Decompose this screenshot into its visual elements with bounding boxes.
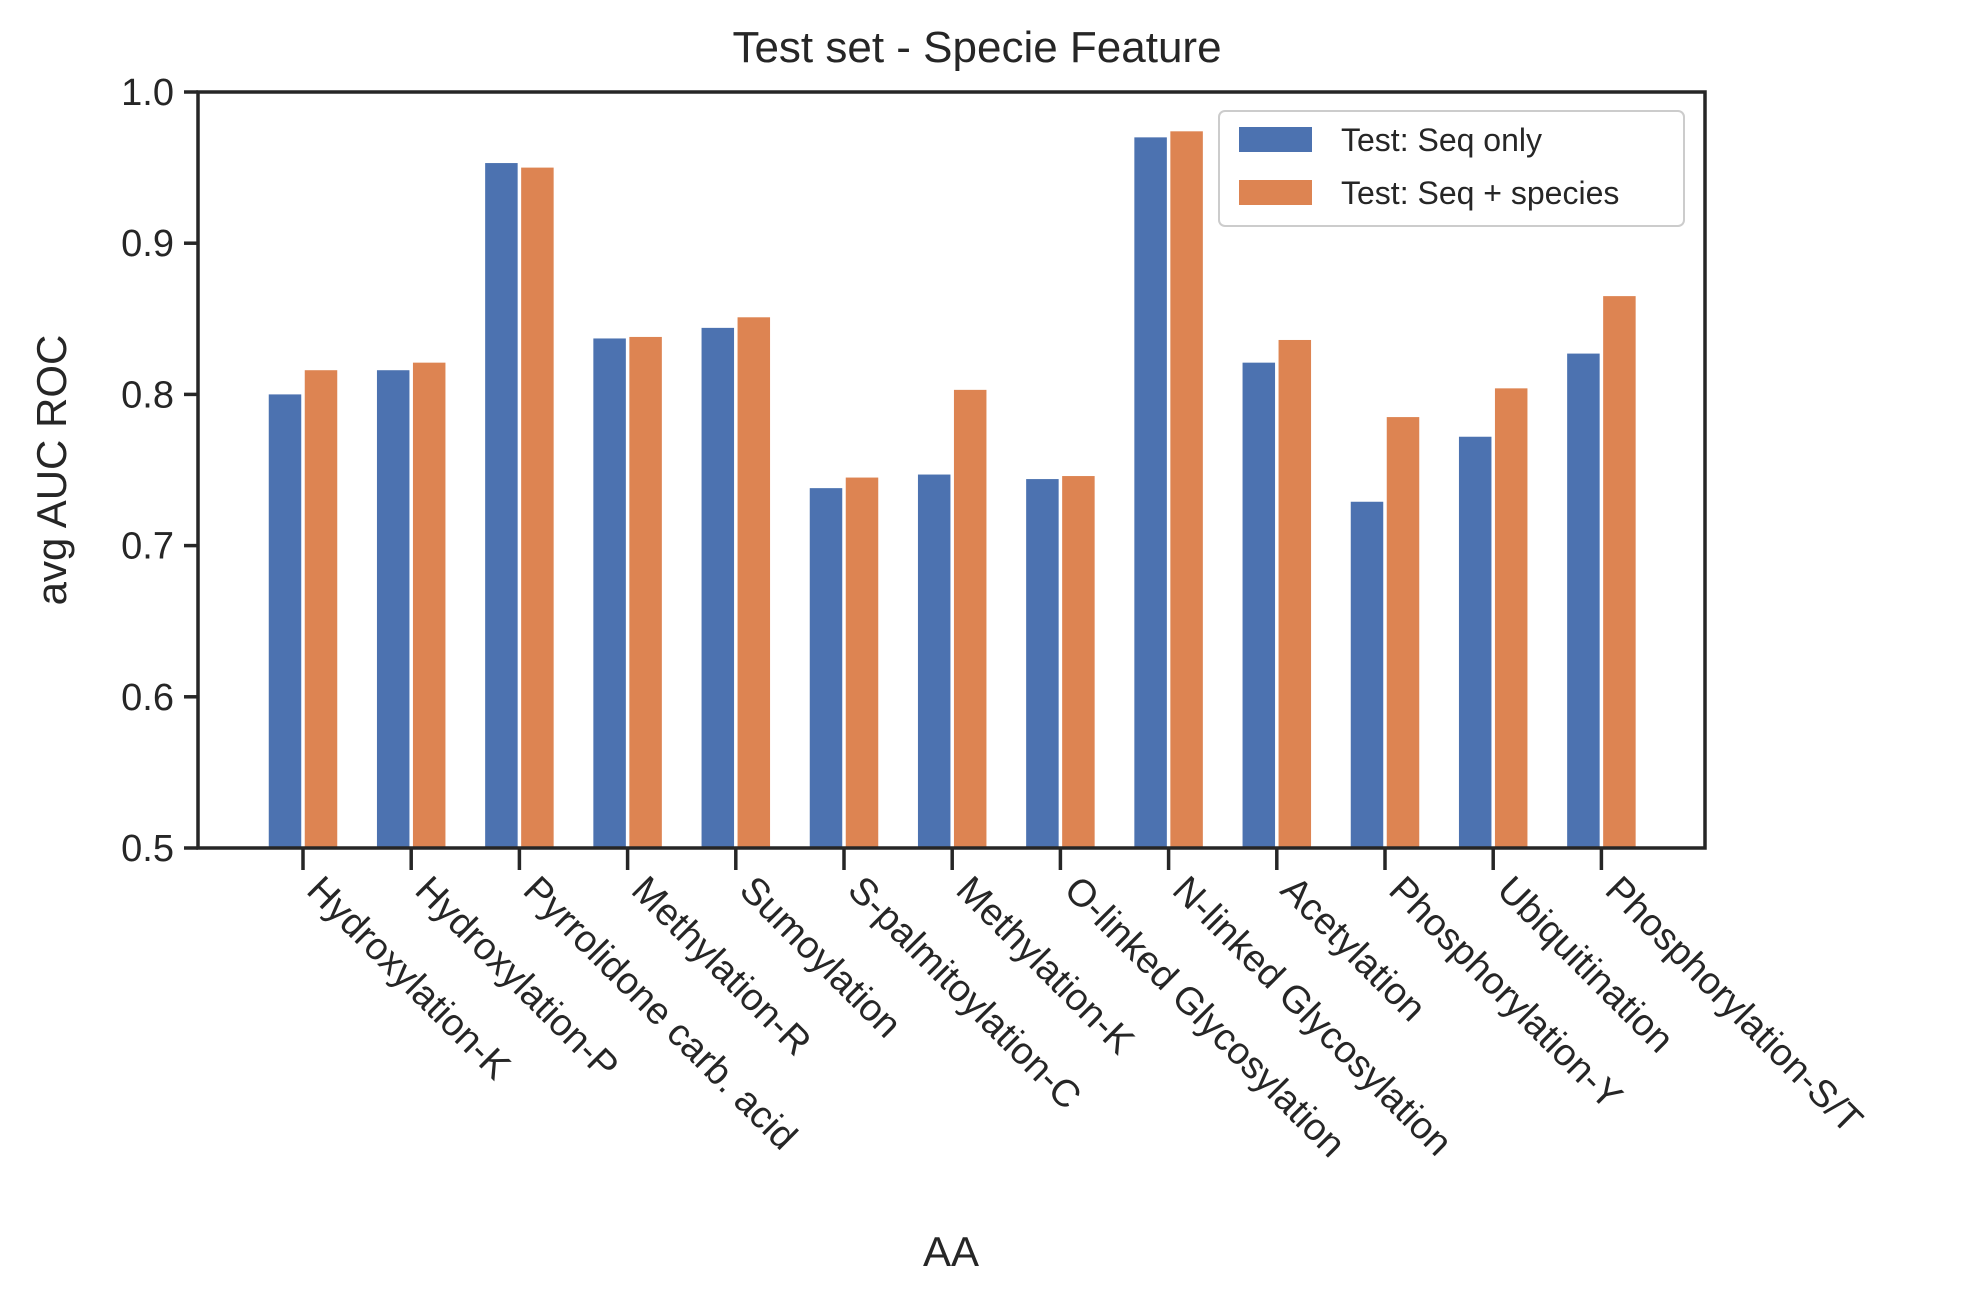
y-axis-title: avg AUC ROC xyxy=(28,335,75,606)
bar-series-1-9 xyxy=(1134,137,1167,849)
bar-series-2-4 xyxy=(629,336,662,848)
bar-series-1-12 xyxy=(1458,436,1492,848)
bar-series-1-11 xyxy=(1350,501,1384,848)
y-tick-label: 0.7 xyxy=(121,526,174,568)
legend-swatch-2 xyxy=(1239,180,1312,205)
bar-series-1-6 xyxy=(809,488,843,848)
plot-area xyxy=(268,131,1636,849)
bar-series-2-9 xyxy=(1170,131,1203,848)
bar-series-1-4 xyxy=(593,338,626,848)
legend-label-2: Test: Seq + species xyxy=(1341,175,1619,211)
bar-series-1-2 xyxy=(376,370,410,848)
bar-series-1-7 xyxy=(917,474,951,848)
bar-series-2-11 xyxy=(1386,417,1420,848)
x-axis-title: AA xyxy=(923,1228,979,1275)
bar-series-1-8 xyxy=(1026,479,1059,848)
bar-series-2-12 xyxy=(1494,388,1528,848)
y-axis: 0.5 0.6 0.7 0.8 0.9 1.0 xyxy=(121,72,198,870)
chart-title: Test set - Specie Feature xyxy=(732,23,1221,72)
bar-series-1-10 xyxy=(1242,362,1276,848)
bar-series-2-6 xyxy=(845,477,879,848)
legend-label-1: Test: Seq only xyxy=(1341,122,1542,158)
bar-series-1-1 xyxy=(268,394,302,848)
legend-box xyxy=(1218,110,1685,227)
legend: Test: Seq only Test: Seq + species xyxy=(1218,110,1685,227)
bar-series-1-13 xyxy=(1567,353,1600,848)
legend-swatch-1 xyxy=(1239,127,1312,152)
bar-series-2-8 xyxy=(1062,476,1095,848)
y-tick-label: 0.5 xyxy=(121,828,174,870)
bar-series-2-5 xyxy=(737,317,771,848)
bar-series-2-3 xyxy=(521,167,554,849)
bar-series-2-7 xyxy=(953,389,987,848)
y-tick-label: 0.6 xyxy=(121,677,174,719)
y-tick-label: 1.0 xyxy=(121,72,174,114)
bar-series-1-3 xyxy=(485,163,518,848)
y-tick-label: 0.8 xyxy=(121,374,174,416)
bar-series-2-2 xyxy=(412,362,446,848)
y-tick-label: 0.9 xyxy=(121,223,174,265)
bar-series-2-13 xyxy=(1603,296,1636,848)
bar-series-2-1 xyxy=(304,370,338,848)
bar-series-1-5 xyxy=(701,327,735,848)
bar-series-2-10 xyxy=(1278,339,1312,848)
